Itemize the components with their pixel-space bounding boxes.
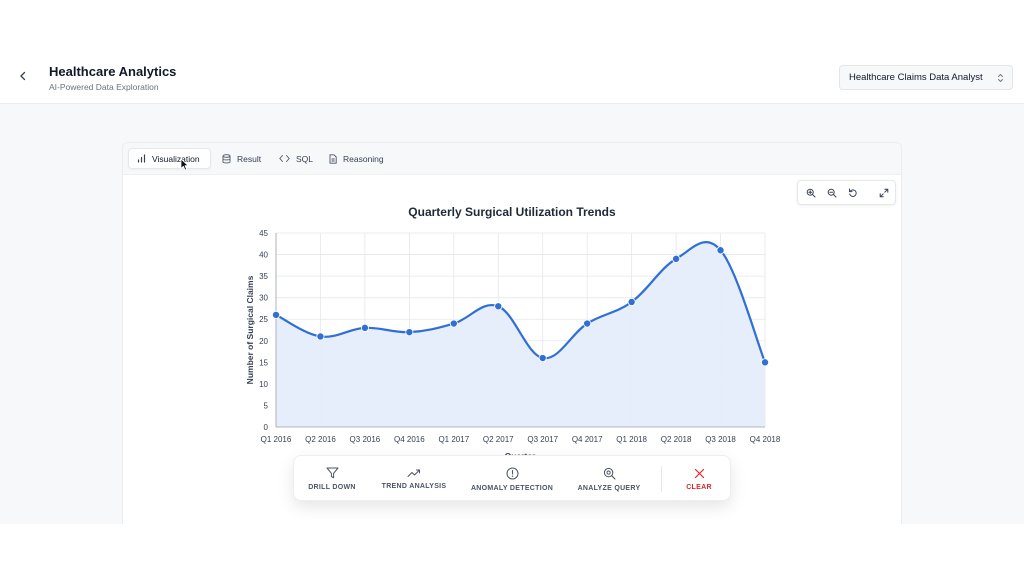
y-tick-label: 25 xyxy=(259,315,268,324)
anomaly-detection-button[interactable]: ANOMALY DETECTION xyxy=(471,456,553,502)
top-band xyxy=(0,0,1024,50)
y-tick-label: 40 xyxy=(259,251,268,260)
clear-button[interactable]: CLEAR xyxy=(682,456,716,502)
analyze-query-button[interactable]: ANALYZE QUERY xyxy=(578,456,640,502)
role-select[interactable]: Healthcare Claims Data Analyst xyxy=(839,65,1013,90)
x-tick-label: Q2 2018 xyxy=(661,435,692,444)
zoom-out-button[interactable] xyxy=(824,185,840,201)
tab-sql[interactable]: SQL xyxy=(271,148,321,169)
x-tick-label: Q2 2016 xyxy=(305,435,336,444)
data-point[interactable] xyxy=(271,310,280,319)
zoom-in-icon xyxy=(806,188,816,198)
y-tick-label: 20 xyxy=(259,337,268,346)
data-point[interactable] xyxy=(716,246,725,255)
reset-zoom-button[interactable] xyxy=(845,185,861,201)
chevron-left-icon xyxy=(20,71,26,81)
data-point[interactable] xyxy=(627,297,636,306)
alert-circle-icon xyxy=(506,467,518,479)
y-tick-label: 5 xyxy=(264,401,269,410)
reset-icon xyxy=(849,188,857,197)
mouse-cursor-icon xyxy=(180,158,189,171)
expand-icon xyxy=(879,188,889,198)
tab-bar: Visualization Result SQL Reasoning xyxy=(123,143,901,175)
bar-chart-icon xyxy=(137,154,146,163)
y-tick-label: 30 xyxy=(259,294,268,303)
zoom-in-button[interactable] xyxy=(803,185,819,201)
x-tick-label: Q4 2016 xyxy=(394,435,425,444)
x-tick-label: Q1 2018 xyxy=(616,435,647,444)
x-tick-label: Q1 2016 xyxy=(261,435,292,444)
data-point[interactable] xyxy=(449,319,458,328)
role-select-value: Healthcare Claims Data Analyst xyxy=(849,72,983,83)
chart-points xyxy=(271,246,770,367)
data-point[interactable] xyxy=(405,328,414,337)
x-tick-label: Q4 2018 xyxy=(750,435,781,444)
app-header: Healthcare Analytics AI-Powered Data Exp… xyxy=(0,50,1024,104)
y-tick-label: 10 xyxy=(259,380,268,389)
action-label: CLEAR xyxy=(686,483,712,491)
tab-reasoning[interactable]: Reasoning xyxy=(321,148,392,169)
data-point[interactable] xyxy=(538,354,547,363)
y-tick-label: 45 xyxy=(259,229,268,238)
expand-button[interactable] xyxy=(876,185,892,201)
tab-label: SQL xyxy=(296,153,314,164)
search-zoom-icon xyxy=(603,467,616,480)
tab-label: Reasoning xyxy=(343,153,384,164)
action-label: TREND ANALYSIS xyxy=(381,483,447,490)
action-label: ANOMALY DETECTION xyxy=(470,484,554,492)
action-divider xyxy=(661,466,662,492)
page-subtitle: AI-Powered Data Exploration xyxy=(49,82,159,92)
drill-down-button[interactable]: DRILL DOWN xyxy=(308,456,356,502)
y-axis-label: Number of Surgical Claims xyxy=(245,275,255,384)
y-tick-label: 15 xyxy=(259,358,268,367)
x-tick-label: Q1 2017 xyxy=(438,435,469,444)
x-tick-label: Q3 2018 xyxy=(705,435,736,444)
data-point[interactable] xyxy=(583,319,592,328)
tab-visualization[interactable]: Visualization xyxy=(128,148,211,169)
filter-icon xyxy=(326,467,338,479)
chart-axes: 0 5 10 15 20 25 30 35 40 45 Q1 2016 Q2 2016 Q3 2016 Q… xyxy=(259,229,781,444)
action-label: DRILL DOWN xyxy=(308,484,356,491)
x-tick-label: Q4 2017 xyxy=(572,435,603,444)
chevron-up-down-icon xyxy=(998,74,1003,82)
action-bar: DRILL DOWN TREND ANALYSIS ANOMALY DETECT… xyxy=(293,455,731,501)
tab-label: Visualization xyxy=(152,153,200,164)
trend-analysis-button[interactable]: TREND ANALYSIS xyxy=(382,456,446,502)
code-icon xyxy=(279,155,290,162)
y-tick-label: 0 xyxy=(264,423,269,432)
database-icon xyxy=(222,153,231,163)
close-icon xyxy=(694,468,704,478)
x-tick-label: Q2 2017 xyxy=(483,435,514,444)
trending-up-icon xyxy=(407,469,420,477)
tab-label: Result xyxy=(237,153,262,164)
zoom-out-icon xyxy=(827,188,837,198)
surgical-utilization-chart: Quarterly Surgical Utilization Trends Nu… xyxy=(245,205,781,460)
data-point[interactable] xyxy=(494,302,503,311)
back-button[interactable] xyxy=(14,67,32,85)
data-point[interactable] xyxy=(761,358,770,367)
x-tick-label: Q3 2016 xyxy=(350,435,381,444)
data-point[interactable] xyxy=(316,332,325,341)
document-icon xyxy=(329,153,337,164)
action-label: ANALYZE QUERY xyxy=(577,484,641,492)
data-point[interactable] xyxy=(360,323,369,332)
data-point[interactable] xyxy=(672,254,681,263)
chart-toolbox xyxy=(797,180,896,205)
page-title: Healthcare Analytics xyxy=(49,64,177,79)
tab-result[interactable]: Result xyxy=(214,148,269,169)
chart-title: Quarterly Surgical Utilization Trends xyxy=(408,205,616,219)
x-tick-label: Q3 2017 xyxy=(527,435,558,444)
y-tick-label: 35 xyxy=(259,272,268,281)
